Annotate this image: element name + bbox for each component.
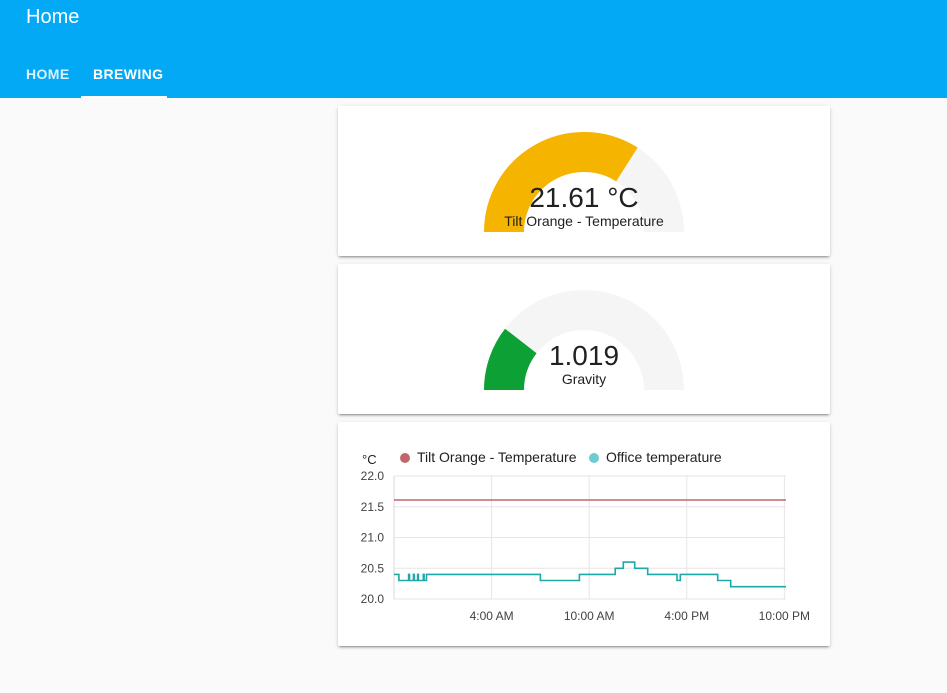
gauge-fill [484,328,538,390]
app-title: Home [26,6,80,28]
app-header: Home HOME BREWING [0,0,947,98]
temperature-gauge [484,132,684,232]
history-graph-card[interactable]: 22.0 21.5 21.0 20.5 20.0 4:00 AM 10:00 AM 4:00 … [338,422,830,646]
series-line-office-temperature [394,561,786,588]
y-tick-label: 21.5 [361,500,385,514]
y-axis-unit: °C [362,452,377,467]
y-tick-label: 22.0 [361,469,385,483]
legend-dot [400,453,410,463]
gauge-fill [484,132,638,232]
legend-label: Office temperature [606,449,722,465]
legend-item-office-temperature[interactable]: Office temperature [589,449,722,465]
y-tick-label: 20.0 [361,592,385,606]
y-tick-label: 21.0 [361,531,385,545]
temperature-history-chart: 22.0 21.5 21.0 20.5 20.0 4:00 AM 10:00 AM 4:00 … [361,469,810,623]
active-tab-indicator [81,96,167,98]
tab-brewing[interactable]: BREWING [93,66,164,82]
temperature-sensor-name: Tilt Orange - Temperature [504,213,664,229]
temperature-value: 21.61 °C [529,182,639,213]
tab-home[interactable]: HOME [26,66,70,82]
gravity-sensor-name: Gravity [561,371,607,387]
gravity-gauge [484,290,684,390]
legend-label: Tilt Orange - Temperature [417,449,577,465]
x-tick-label: 10:00 AM [564,609,615,623]
legend-dot [589,453,599,463]
x-tick-label: 10:00 PM [759,609,810,623]
legend-item-tilt-orange[interactable]: Tilt Orange - Temperature [400,449,577,465]
y-tick-label: 20.5 [361,561,385,575]
x-tick-label: 4:00 AM [470,609,514,623]
temperature-gauge-card[interactable]: 21.61 °C Tilt Orange - Temperature [338,106,830,256]
x-tick-label: 4:00 PM [664,609,709,623]
gravity-value: 1.019 [548,340,620,371]
gravity-gauge-card[interactable]: 1.019 Gravity [338,264,830,414]
